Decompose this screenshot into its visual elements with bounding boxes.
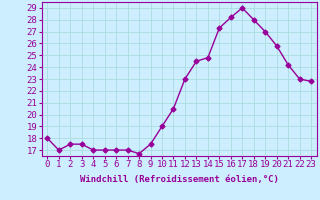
X-axis label: Windchill (Refroidissement éolien,°C): Windchill (Refroidissement éolien,°C) — [80, 175, 279, 184]
